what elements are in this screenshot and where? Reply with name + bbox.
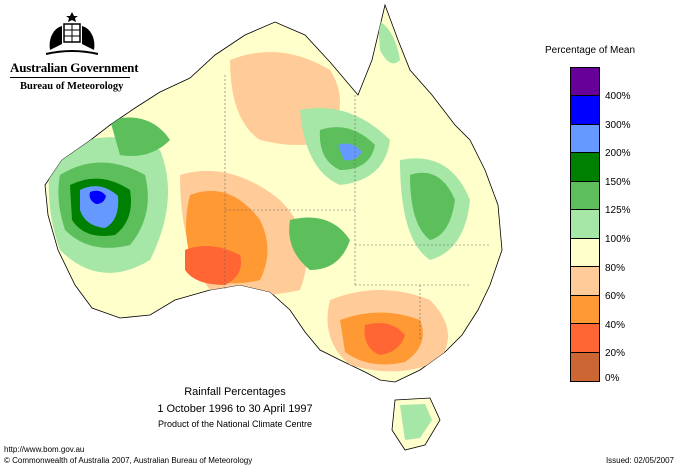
region-gt400-west	[89, 190, 106, 204]
legend-label: 0%	[605, 373, 620, 384]
legend-label: 200%	[605, 148, 631, 159]
legend-title: Percentage of Mean	[544, 45, 636, 56]
coat-of-arms-icon	[45, 12, 99, 55]
legend-label: 400%	[605, 91, 631, 102]
legend-swatch	[571, 295, 599, 325]
legend-swatch	[571, 68, 599, 97]
legend-label: 40%	[605, 320, 626, 331]
legend-color-bar	[570, 67, 600, 382]
legend-swatch	[571, 352, 599, 381]
legend-swatch	[571, 96, 599, 125]
state-borders	[224, 75, 490, 340]
issued-date: Issued: 02/05/2007	[605, 456, 674, 465]
caption-dates: 1 October 1996 to 30 April 1997	[157, 403, 313, 415]
legend-swatch	[571, 153, 599, 182]
header-divider	[10, 77, 130, 78]
legend-label: 80%	[605, 263, 626, 274]
region-gt300-west	[80, 186, 119, 228]
legend-swatch	[571, 267, 599, 296]
legend-swatch	[571, 210, 599, 239]
region-gt125-cape-york	[378, 20, 400, 64]
legend-label: 20%	[605, 348, 626, 359]
region-lt40-southeast	[364, 322, 405, 355]
tasmania-region	[400, 404, 432, 440]
map-caption: Rainfall Percentages 1 October 1996 to 3…	[130, 386, 340, 429]
legend-label: 125%	[605, 205, 631, 216]
region-gt300-north-central	[338, 143, 362, 161]
website-link[interactable]: http://www.bom.gov.au	[4, 445, 85, 454]
legend-swatch	[571, 238, 599, 268]
legend-label: 300%	[605, 120, 631, 131]
legend-swatch	[571, 124, 599, 154]
legend-swatch	[571, 324, 599, 353]
legend-label: 100%	[605, 234, 631, 245]
region-gt150-central	[289, 217, 350, 270]
bureau-title: Bureau of Meteorology	[20, 81, 124, 92]
legend-label: 150%	[605, 177, 631, 188]
region-gt150-east	[410, 172, 455, 240]
caption-product: Product of the National Climate Centre	[157, 419, 313, 429]
caption-title: Rainfall Percentages	[184, 386, 286, 398]
legend-label: 60%	[605, 291, 626, 302]
government-title: Australian Government	[10, 60, 139, 75]
region-gt150-northwest	[110, 117, 170, 156]
region-lt40-central	[185, 246, 241, 285]
copyright-notice: © Commonwealth of Australia 2007, Austra…	[4, 456, 253, 465]
legend-swatch	[571, 181, 599, 211]
rainfall-map	[44, 3, 503, 451]
